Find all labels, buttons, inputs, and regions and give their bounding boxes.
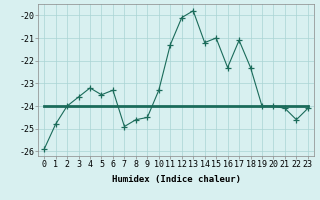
X-axis label: Humidex (Indice chaleur): Humidex (Indice chaleur) xyxy=(111,175,241,184)
